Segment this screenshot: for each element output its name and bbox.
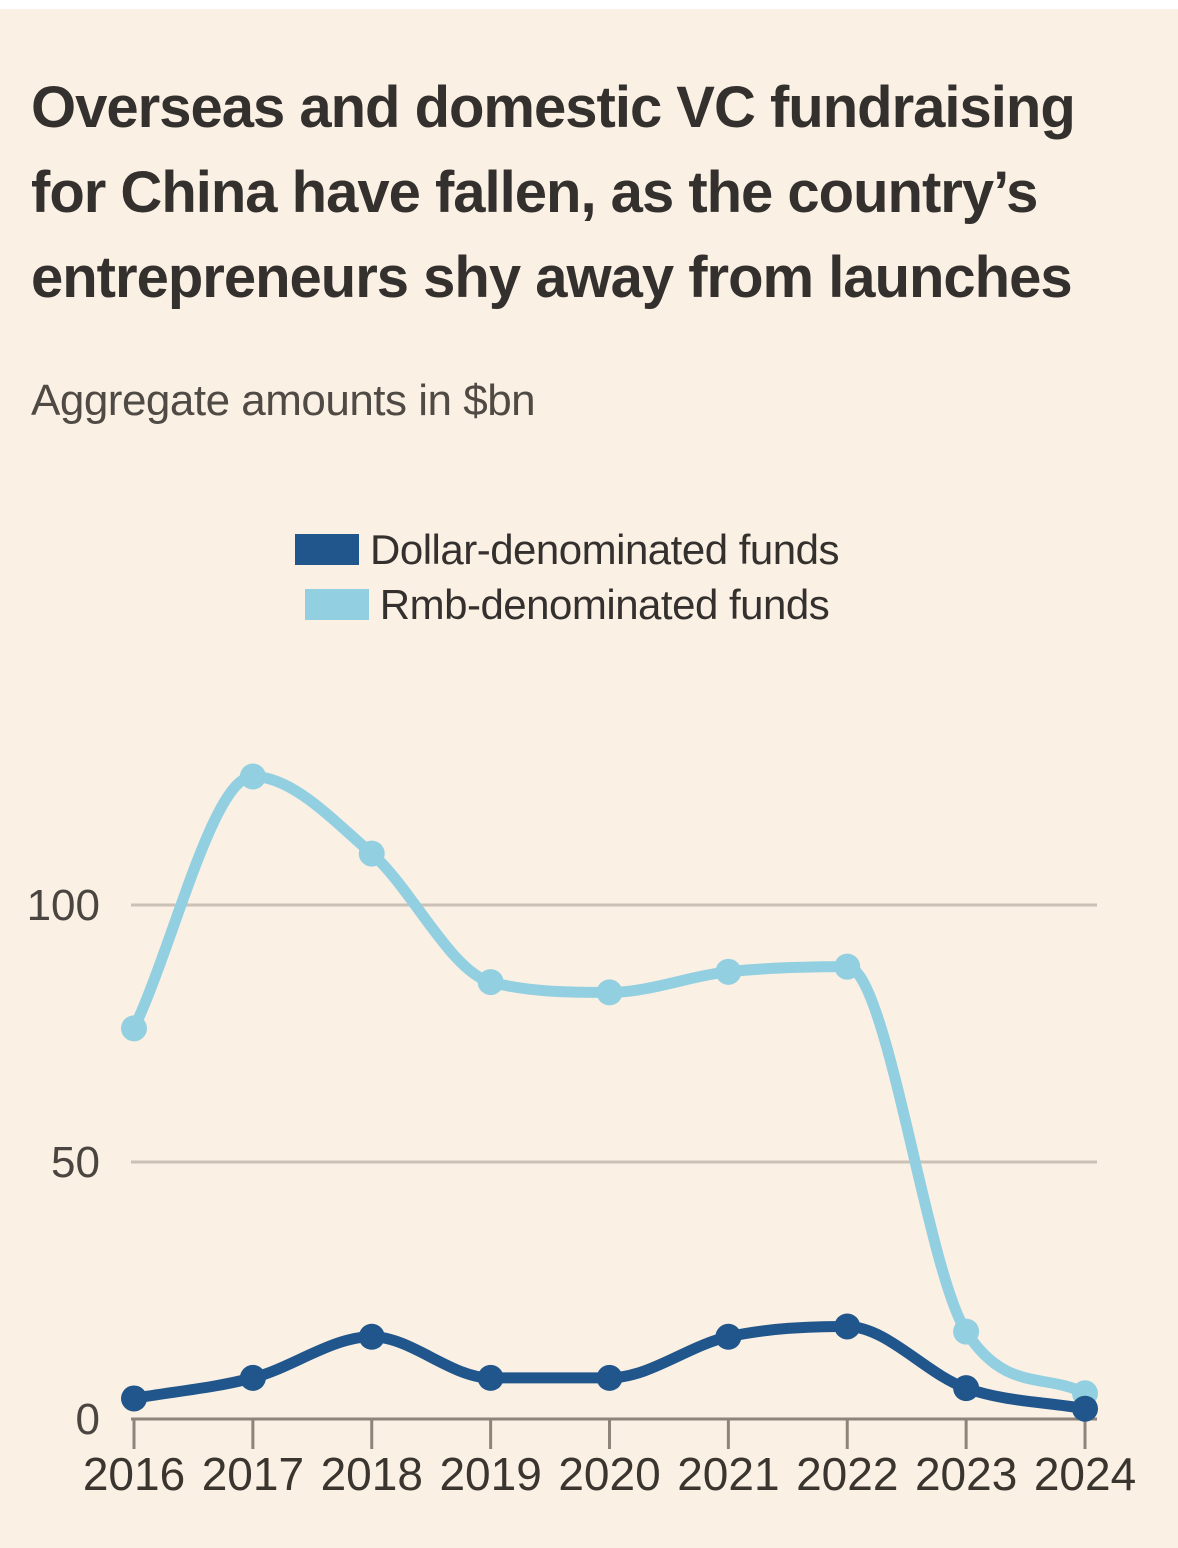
dollar-series-point-2021 bbox=[715, 1323, 742, 1350]
rmb-series-point-2016 bbox=[121, 1015, 147, 1042]
rmb-series-point-2019 bbox=[477, 969, 504, 996]
x-axis-label-2020: 2020 bbox=[558, 1448, 660, 1500]
legend-label-rmb: Rmb-denominated funds bbox=[379, 580, 830, 628]
x-axis-label-2017: 2017 bbox=[202, 1448, 304, 1500]
chart-legend: Dollar-denominated funds Rmb-denominated… bbox=[0, 522, 1134, 632]
dollar-series-point-2020 bbox=[596, 1364, 623, 1391]
rmb-series-point-2021 bbox=[715, 958, 742, 985]
dollar-series-point-2023 bbox=[953, 1375, 980, 1402]
legend-item-dollar: Dollar-denominated funds bbox=[295, 522, 839, 577]
x-axis-label-2022: 2022 bbox=[796, 1448, 898, 1500]
x-axis-label-2019: 2019 bbox=[439, 1448, 541, 1500]
dollar-series-point-2018 bbox=[358, 1323, 385, 1350]
y-axis-label-0: 0 bbox=[76, 1395, 100, 1444]
y-axis-label-100: 100 bbox=[27, 881, 100, 930]
y-axis-label-50: 50 bbox=[51, 1138, 100, 1187]
rmb-series-point-2018 bbox=[358, 840, 385, 867]
dollar-series-point-2019 bbox=[477, 1364, 504, 1391]
x-axis-label-2016: 2016 bbox=[83, 1448, 185, 1500]
dollar-series-point-2022 bbox=[834, 1313, 861, 1340]
rmb-series-point-2020 bbox=[596, 979, 623, 1006]
dollar-series-point-2017 bbox=[239, 1364, 266, 1391]
top-edge-strip bbox=[0, 0, 1178, 9]
rmb-series-line bbox=[128, 770, 1091, 1399]
rmb-series-point-2017 bbox=[239, 763, 266, 790]
chart-subtitle: Aggregate amounts in $bn bbox=[31, 376, 536, 425]
rmb-series-point-2023 bbox=[953, 1318, 980, 1345]
rmb-series-point-2022 bbox=[834, 953, 861, 980]
x-axis-label-2021: 2021 bbox=[677, 1448, 779, 1500]
dollar-series-point-2016 bbox=[121, 1385, 147, 1412]
x-axis-label-2023: 2023 bbox=[915, 1448, 1017, 1500]
chart-title: Overseas and domestic VC fundraising for… bbox=[31, 74, 1076, 310]
dollar-series-point-2024 bbox=[1072, 1395, 1098, 1422]
legend-item-rmb: Rmb-denominated funds bbox=[304, 577, 830, 632]
dollar-series-swatch bbox=[295, 534, 360, 565]
x-axis-label-2018: 2018 bbox=[321, 1448, 423, 1500]
rmb-series-swatch bbox=[304, 589, 369, 620]
legend-label-dollar: Dollar-denominated funds bbox=[370, 525, 839, 573]
x-axis-label-2024: 2024 bbox=[1034, 1448, 1136, 1500]
